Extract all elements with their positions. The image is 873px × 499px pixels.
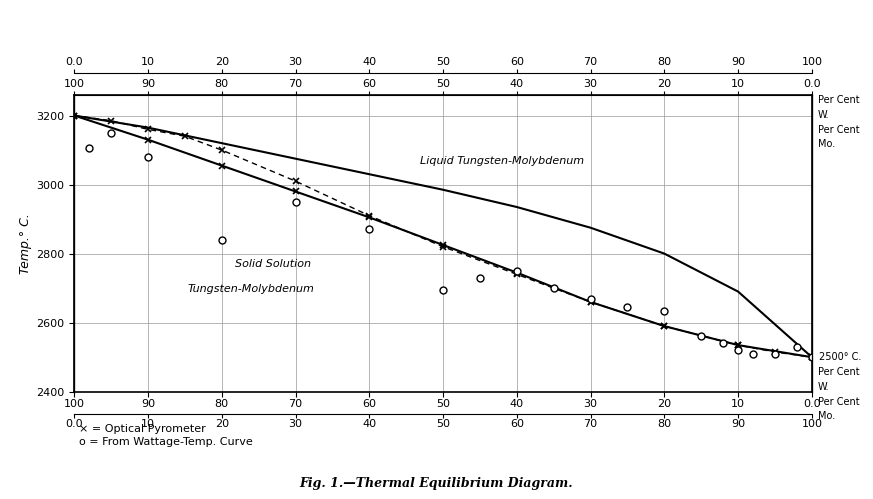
Text: Per Cent: Per Cent bbox=[818, 95, 860, 105]
Text: o = From Wattage-Temp. Curve: o = From Wattage-Temp. Curve bbox=[79, 437, 252, 447]
Text: 2500° C.: 2500° C. bbox=[819, 352, 861, 362]
Text: Solid Solution: Solid Solution bbox=[236, 259, 312, 269]
Y-axis label: Temp.° C.: Temp.° C. bbox=[19, 213, 32, 273]
Text: Per Cent: Per Cent bbox=[818, 397, 860, 407]
Text: Per Cent: Per Cent bbox=[818, 367, 860, 377]
Text: Per Cent: Per Cent bbox=[818, 125, 860, 135]
Text: Mo.: Mo. bbox=[818, 411, 835, 421]
Text: Liquid Tungsten-Molybdenum: Liquid Tungsten-Molybdenum bbox=[420, 156, 584, 166]
Text: W.: W. bbox=[818, 110, 829, 120]
Text: Tungsten-Molybdenum: Tungsten-Molybdenum bbox=[188, 283, 314, 293]
Text: W.: W. bbox=[818, 382, 829, 392]
Text: × = Optical Pyrometer: × = Optical Pyrometer bbox=[79, 424, 205, 434]
Text: Fig. 1.—Thermal Equilibrium Diagram.: Fig. 1.—Thermal Equilibrium Diagram. bbox=[299, 477, 574, 490]
Text: Mo.: Mo. bbox=[818, 139, 835, 149]
